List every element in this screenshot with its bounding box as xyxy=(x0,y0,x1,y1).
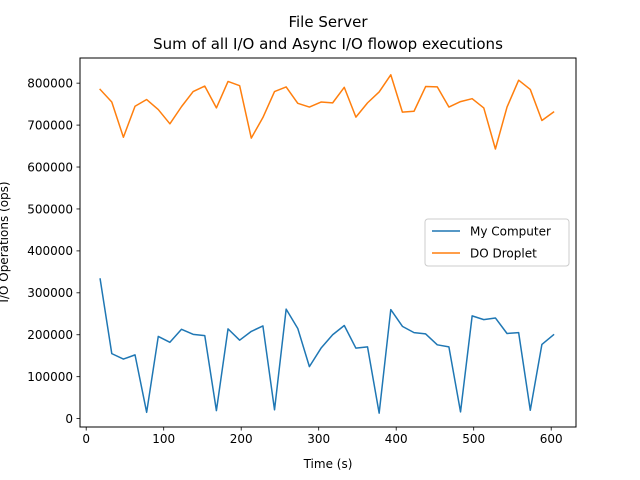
y-tick-label: 0 xyxy=(65,412,73,426)
chart-title: File Server xyxy=(288,13,368,31)
x-axis-label: Time (s) xyxy=(303,457,353,471)
y-axis: 0 100000 200000 300000 400000 500000 600000 700… xyxy=(27,76,80,426)
x-tick-label: 500 xyxy=(462,432,485,446)
x-tick-label: 0 xyxy=(82,432,90,446)
x-tick-label: 200 xyxy=(230,432,253,446)
legend: My Computer DO Droplet xyxy=(424,218,570,267)
legend-label-my-computer: My Computer xyxy=(470,225,551,239)
y-tick-label: 800000 xyxy=(27,76,73,90)
y-axis-label: I/O Operations (ops) xyxy=(0,181,11,302)
x-tick-label: 300 xyxy=(307,432,330,446)
x-tick-label: 100 xyxy=(152,432,175,446)
chart-subtitle: Sum of all I/O and Async I/O flowop exec… xyxy=(153,35,503,53)
plot-frame xyxy=(79,57,577,428)
series-line-do-droplet xyxy=(99,74,555,150)
y-tick-label: 700000 xyxy=(27,118,73,132)
x-axis: 0 100 200 300 400 500 600 xyxy=(82,427,563,446)
y-tick-label: 300000 xyxy=(27,286,73,300)
y-tick-label: 500000 xyxy=(27,202,73,216)
y-tick-label: 600000 xyxy=(27,160,73,174)
legend-box xyxy=(424,218,570,267)
x-tick-label: 600 xyxy=(540,432,563,446)
series-line-my-computer xyxy=(99,278,555,414)
legend-label-do-droplet: DO Droplet xyxy=(470,247,537,261)
y-tick-label: 200000 xyxy=(27,328,73,342)
y-tick-label: 100000 xyxy=(27,370,73,384)
y-tick-label: 400000 xyxy=(27,244,73,258)
x-tick-label: 400 xyxy=(385,432,408,446)
